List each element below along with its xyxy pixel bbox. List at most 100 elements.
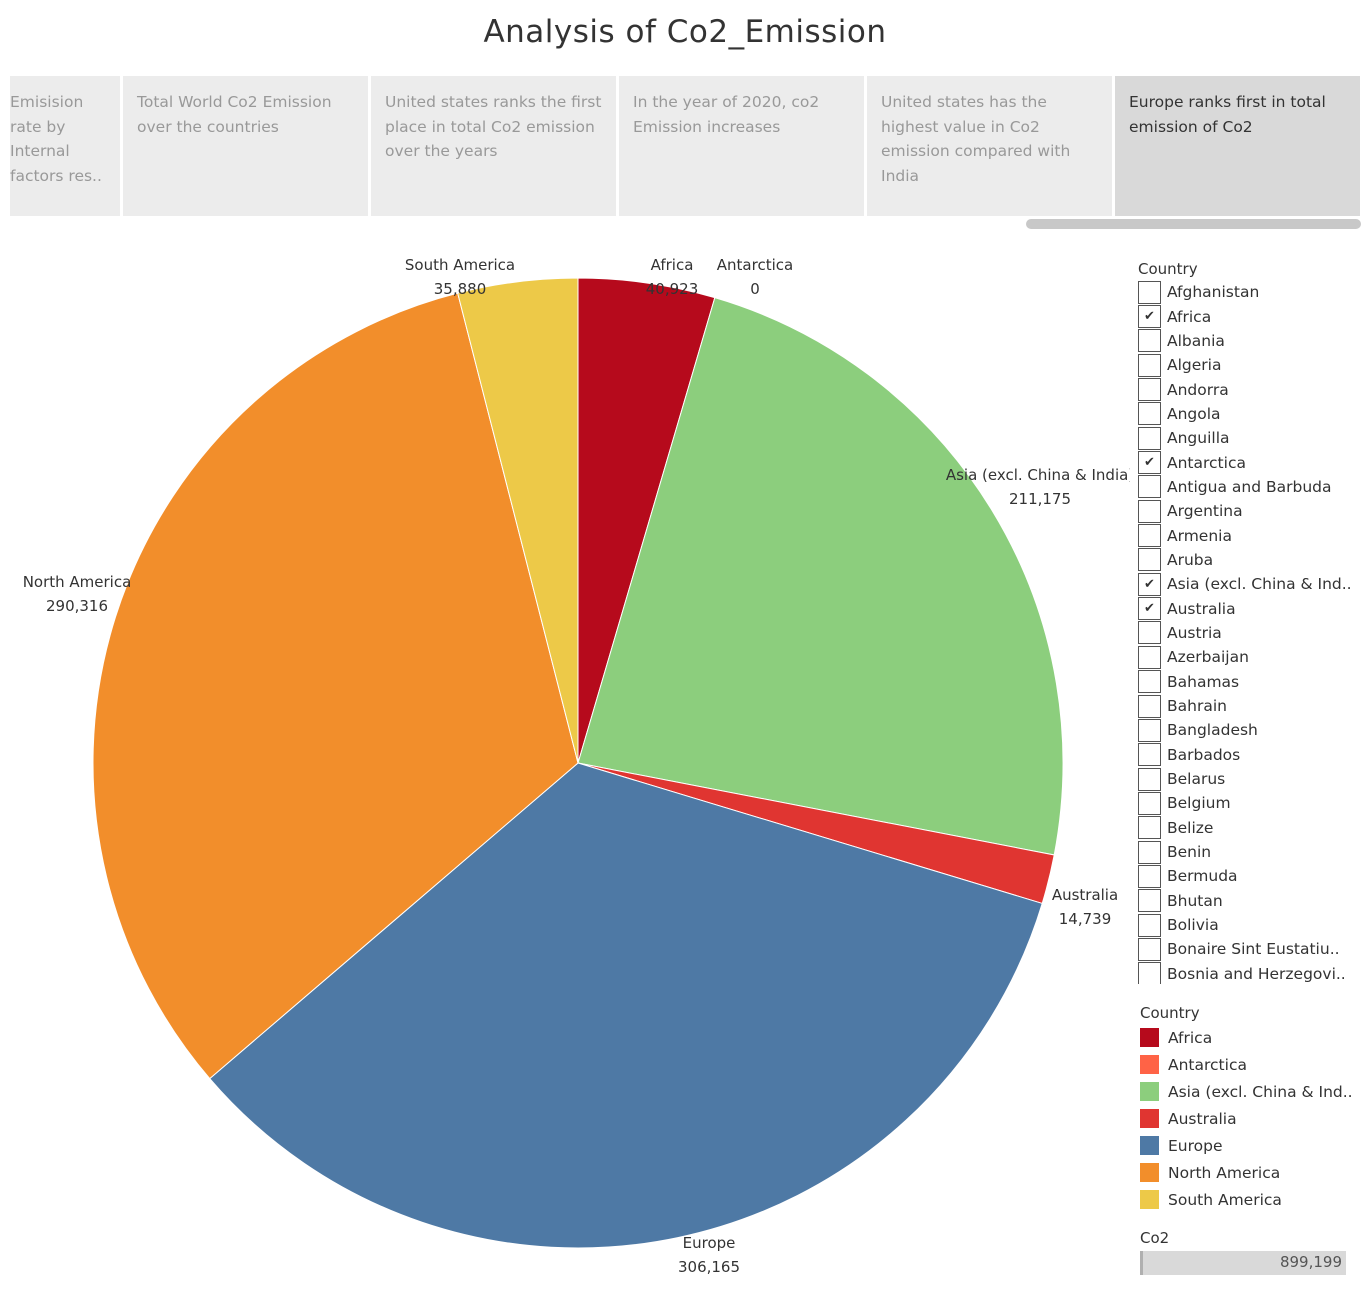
- filter-item[interactable]: Angola: [1138, 402, 1353, 426]
- checkbox-checked-icon[interactable]: ✔: [1138, 597, 1161, 621]
- filter-item[interactable]: Bermuda: [1138, 864, 1353, 888]
- filter-item-label: Anguilla: [1167, 429, 1230, 448]
- legend-item[interactable]: Australia: [1140, 1105, 1355, 1132]
- pie-slice-europe[interactable]: [209, 762, 1043, 1249]
- legend-label: Africa: [1168, 1028, 1213, 1047]
- checkbox-icon[interactable]: [1138, 913, 1161, 937]
- filter-item[interactable]: Bonaire Sint Eustatiu..: [1138, 937, 1353, 961]
- slice-value-label: 35,880: [434, 280, 487, 298]
- filter-item[interactable]: Barbados: [1138, 743, 1353, 767]
- checkbox-icon[interactable]: [1138, 718, 1161, 742]
- slice-value-label: 211,175: [1009, 490, 1071, 508]
- filter-item[interactable]: Argentina: [1138, 499, 1353, 523]
- story-point-3[interactable]: United states ranks the first place in t…: [371, 76, 616, 216]
- story-scrollbar[interactable]: [1026, 219, 1361, 229]
- checkbox-icon[interactable]: [1138, 280, 1161, 304]
- checkbox-icon[interactable]: [1138, 475, 1161, 499]
- legend-item[interactable]: Asia (excl. China & Ind..: [1140, 1078, 1355, 1105]
- filter-item[interactable]: Armenia: [1138, 523, 1353, 548]
- story-point-5[interactable]: United states has the highest value in C…: [867, 76, 1112, 216]
- filter-item[interactable]: Belize: [1138, 816, 1353, 840]
- filter-item[interactable]: Bahamas: [1138, 670, 1353, 694]
- filter-item[interactable]: Belarus: [1138, 767, 1353, 791]
- checkbox-icon[interactable]: [1138, 645, 1161, 669]
- checkbox-icon[interactable]: [1138, 329, 1161, 353]
- legend-label: Asia (excl. China & Ind..: [1168, 1082, 1353, 1101]
- checkbox-icon[interactable]: [1138, 378, 1161, 402]
- filter-item-label: Bermuda: [1167, 867, 1238, 886]
- size-legend-bar: 899,199: [1140, 1251, 1346, 1275]
- filter-item[interactable]: Bolivia: [1138, 913, 1353, 937]
- filter-list[interactable]: Afghanistan ✔ Africa Albania Algeria Andorra A…: [1138, 280, 1353, 984]
- checkbox-icon[interactable]: [1138, 499, 1161, 523]
- checkbox-icon[interactable]: [1138, 743, 1161, 767]
- story-point-1[interactable]: Emisision rate by Internal factors res..: [10, 76, 120, 216]
- filter-item[interactable]: Austria: [1138, 621, 1353, 645]
- pie-slice-south-america[interactable]: [457, 277, 579, 764]
- checkbox-icon[interactable]: [1138, 402, 1161, 426]
- checkbox-icon[interactable]: [1138, 937, 1161, 961]
- filter-item[interactable]: Belgium: [1138, 791, 1353, 815]
- filter-item[interactable]: Algeria: [1138, 353, 1353, 377]
- filter-item[interactable]: Andorra: [1138, 377, 1353, 402]
- filter-item[interactable]: Afghanistan: [1138, 280, 1353, 304]
- legend-item[interactable]: Africa: [1140, 1024, 1355, 1051]
- checkbox-icon[interactable]: [1138, 889, 1161, 913]
- checkbox-icon[interactable]: [1138, 548, 1161, 572]
- legend-item[interactable]: South America: [1140, 1186, 1355, 1213]
- checkbox-icon[interactable]: [1138, 767, 1161, 791]
- color-legend: Country Africa Antarctica Asia (excl. Chin…: [1140, 1002, 1355, 1213]
- checkbox-icon[interactable]: [1138, 840, 1161, 864]
- pie-slice-asia-excl-china-india[interactable]: [577, 297, 1064, 856]
- filter-item[interactable]: ✔ Australia: [1138, 596, 1353, 621]
- filter-item[interactable]: Anguilla: [1138, 426, 1353, 450]
- filter-item[interactable]: Bosnia and Herzegovi..: [1138, 962, 1353, 984]
- filter-item[interactable]: Bangladesh: [1138, 718, 1353, 742]
- legend-swatch: [1140, 1082, 1159, 1101]
- filter-item[interactable]: Aruba: [1138, 548, 1353, 572]
- slice-label: Asia (excl. China & India): [946, 466, 1130, 484]
- legend-item[interactable]: Antarctica: [1140, 1051, 1355, 1078]
- story-point-4[interactable]: In the year of 2020, co2 Emission increa…: [619, 76, 864, 216]
- checkbox-checked-icon[interactable]: ✔: [1138, 572, 1161, 596]
- checkbox-icon[interactable]: [1138, 962, 1161, 984]
- filter-item-label: Afghanistan: [1167, 283, 1260, 302]
- checkbox-icon[interactable]: [1138, 816, 1161, 840]
- legend-item[interactable]: North America: [1140, 1159, 1355, 1186]
- checkbox-icon[interactable]: [1138, 694, 1161, 718]
- filter-item[interactable]: Benin: [1138, 840, 1353, 864]
- checkbox-icon[interactable]: [1138, 791, 1161, 815]
- checkbox-icon[interactable]: [1138, 524, 1161, 548]
- filter-item-label: Asia (excl. China & Ind..: [1167, 575, 1352, 594]
- filter-item-label: Africa: [1167, 307, 1212, 326]
- checkbox-checked-icon[interactable]: ✔: [1138, 451, 1161, 475]
- checkbox-icon[interactable]: [1138, 621, 1161, 645]
- checkbox-icon[interactable]: [1138, 670, 1161, 694]
- story-point-text: United states has the highest value in C…: [881, 93, 1071, 185]
- checkbox-icon[interactable]: [1138, 426, 1161, 450]
- story-point-2[interactable]: Total World Co2 Emission over the countr…: [123, 76, 368, 216]
- filter-item-label: Albania: [1167, 331, 1225, 350]
- filter-item[interactable]: ✔ Antarctica: [1138, 450, 1353, 475]
- filter-item-label: Bosnia and Herzegovi..: [1167, 964, 1346, 983]
- filter-item[interactable]: Bahrain: [1138, 694, 1353, 718]
- filter-item-label: Belarus: [1167, 770, 1226, 789]
- filter-item[interactable]: ✔ Asia (excl. China & Ind..: [1138, 572, 1353, 596]
- legend-list: Africa Antarctica Asia (excl. China & Ind.…: [1140, 1024, 1355, 1213]
- filter-item[interactable]: Antigua and Barbuda: [1138, 475, 1353, 499]
- filter-item[interactable]: Albania: [1138, 329, 1353, 353]
- filter-item[interactable]: Azerbaijan: [1138, 645, 1353, 669]
- checkbox-checked-icon[interactable]: ✔: [1138, 305, 1161, 329]
- filter-item[interactable]: ✔ Africa: [1138, 304, 1353, 329]
- story-point-6[interactable]: Europe ranks first in total emission of …: [1115, 76, 1360, 216]
- filter-item-label: Armenia: [1167, 526, 1232, 545]
- pie-slice-north-america[interactable]: [92, 292, 579, 1080]
- filter-item[interactable]: Bhutan: [1138, 889, 1353, 913]
- checkbox-icon[interactable]: [1138, 353, 1161, 377]
- slice-value-label: 0: [750, 280, 760, 298]
- size-legend-title: Co2: [1140, 1229, 1170, 1247]
- legend-item[interactable]: Europe: [1140, 1132, 1355, 1159]
- legend-swatch: [1140, 1028, 1159, 1047]
- checkbox-icon[interactable]: [1138, 864, 1161, 888]
- filter-item-label: Austria: [1167, 623, 1222, 642]
